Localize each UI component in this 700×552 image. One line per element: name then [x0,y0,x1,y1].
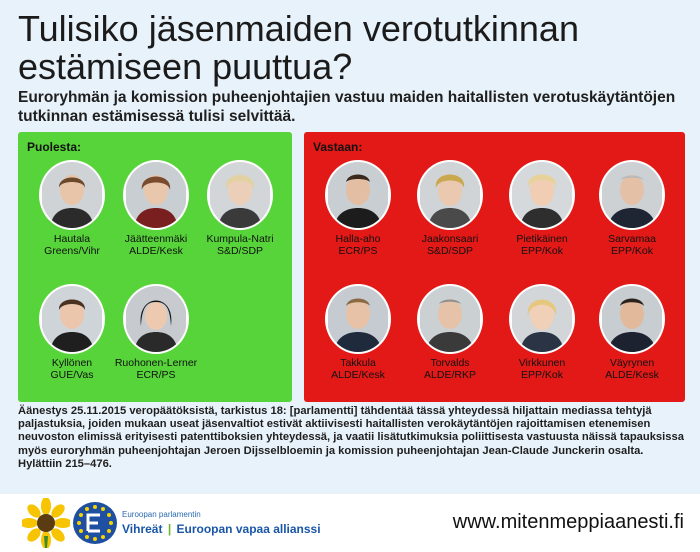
person-name: Takkula [340,357,376,369]
person-group: EPP/Kok [610,245,654,257]
person-card-halla-aho: Halla-aho ECR/PS [312,160,404,257]
person-group: Greens/Vihr [44,245,100,257]
page-subtitle: Euroryhmän ja komission puheenjohtajien … [18,89,676,125]
person-group: GUE/Vas [50,369,94,381]
portrait-photo [325,284,391,354]
person-card-pietikainen: Pietikäinen EPP/Kok [496,160,588,257]
logo-separator: | [167,522,172,536]
person-name: Kumpula-Natri [206,233,274,245]
portrait-photo [509,160,575,230]
against-panel: Vastaan: Halla-aho ECR/PS Jaakonsaari S&… [304,132,685,402]
logo-caption-big: Vihreät | Euroopan vapaa allianssi [122,522,321,536]
vote-description: Äänestys 25.11.2015 veropäätöksistä, tar… [18,405,688,471]
portrait-photo [417,284,483,354]
person-card-ruohonen-lerner: Ruohonen-Lerner ECR/PS [110,284,202,381]
person-card-jaatteenmaki: Jäätteenmäki ALDE/Kesk [110,160,202,257]
person-card-sarvamaa: Sarvamaa EPP/Kok [586,160,678,257]
person-name: Ruohonen-Lerner [114,357,198,369]
person-card-kyllonen: Kyllönen GUE/Vas [26,284,118,381]
person-name: Pietikäinen [516,233,568,245]
person-group: ECR/PS [338,245,378,257]
person-group: ALDE/Kesk [605,369,659,381]
person-name: Jaakonsaari [421,233,479,245]
description-text: Äänestys 25.11.2015 veropäätöksistä, tar… [18,405,684,457]
footer: Euroopan parlamentin Vihreät | Euroopan … [0,494,700,552]
person-group: EPP/Kok [520,245,564,257]
logo-caption-small: Euroopan parlamentin [122,510,201,519]
eu-flag-icon [73,502,117,544]
portrait-photo [325,160,391,230]
portrait-photo [123,160,189,230]
website-link[interactable]: www.mitenmeppiaanesti.fi [452,511,684,533]
person-group: EPP/Kok [520,369,564,381]
person-card-jaakonsaari: Jaakonsaari S&D/SDP [404,160,496,257]
portrait-photo [599,284,665,354]
portrait-photo [417,160,483,230]
person-card-takkula: Takkula ALDE/Kesk [312,284,404,381]
portrait-photo [123,284,189,354]
person-name: Sarvamaa [608,233,656,245]
person-name: Virkkunen [518,357,566,369]
portrait-photo [39,160,105,230]
portrait-photo [509,284,575,354]
person-card-virkkunen: Virkkunen EPP/Kok [496,284,588,381]
for-panel-label: Puolesta: [27,140,82,154]
person-card-hautala: Hautala Greens/Vihr [26,160,118,257]
for-panel: Puolesta: Hautala Greens/Vihr Jäätteenmä… [18,132,292,402]
person-name: Halla-aho [335,233,381,245]
person-group: ECR/PS [136,369,176,381]
person-card-vayrynen: Väyrynen ALDE/Kesk [586,284,678,381]
person-name: Torvalds [430,357,470,369]
logo-text-greens: Vihreät [122,522,163,536]
portrait-photo [39,284,105,354]
person-group: S&D/SDP [426,245,474,257]
person-name: Hautala [53,233,91,245]
person-name: Jäätteenmäki [124,233,188,245]
against-panel-label: Vastaan: [313,140,363,154]
person-group: ALDE/RKP [424,369,476,381]
person-name: Kyllönen [51,357,93,369]
portrait-photo [599,160,665,230]
page-title: Tulisiko jäsenmaiden verotutkinnan estäm… [18,8,579,87]
greens-efa-logo: Euroopan parlamentin Vihreät | Euroopan … [22,498,321,548]
person-card-torvalds: Torvalds ALDE/RKP [404,284,496,381]
portrait-photo [207,160,273,230]
sunflower-icon [22,498,70,548]
logo-text-efa: Euroopan vapaa allianssi [176,522,321,536]
person-card-kumpula-natri: Kumpula-Natri S&D/SDP [194,160,286,257]
person-group: S&D/SDP [216,245,264,257]
person-group: ALDE/Kesk [129,245,183,257]
person-group: ALDE/Kesk [331,369,385,381]
result-text: Hylättiin 215–476. [18,457,112,470]
person-name: Väyrynen [609,357,655,369]
